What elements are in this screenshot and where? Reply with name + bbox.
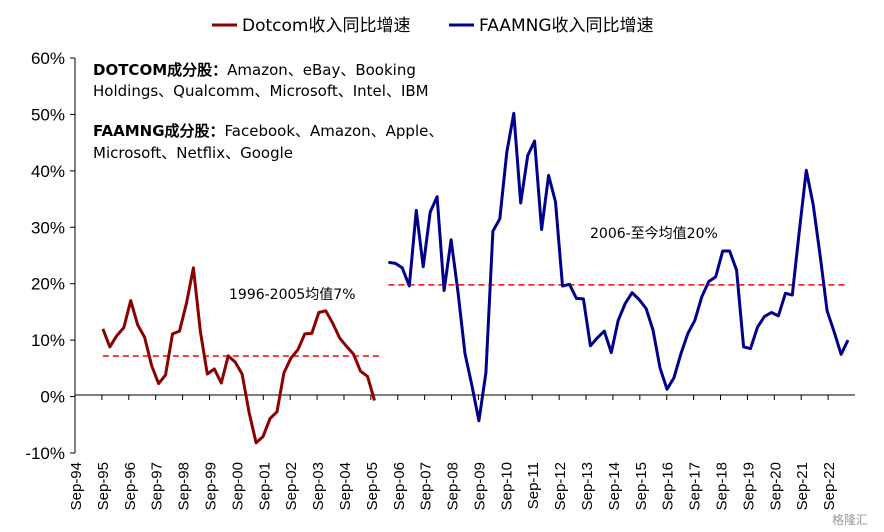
x-tick-label: Sep-20 [767,462,784,510]
x-tick-label: Sep-18 [714,462,731,510]
note-dotcom-line2: Holdings、Qualcomm、Microsoft、Intel、IBM [93,82,429,100]
x-tick-label: Sep-19 [740,462,757,510]
y-tick-label: 0% [40,388,65,407]
x-tick-label: Sep-04 [337,462,354,510]
svg-text:FAAMNG成分股：Facebook、Amazon、Appl: FAAMNG成分股：Facebook、Amazon、Apple、 [93,122,443,140]
x-tick-label: Sep-15 [633,462,650,510]
x-tick-label: Sep-03 [310,462,327,510]
x-tick-label: Sep-08 [445,462,462,510]
y-tick-label: 60% [31,49,65,68]
x-tick-label: Sep-07 [418,462,435,510]
annotation-dotcom-mean: 1996-2005均值7% [229,287,356,303]
x-tick-label: Sep-99 [202,462,219,510]
x-tick-label: Sep-16 [660,462,677,510]
x-tick-label: Sep-98 [176,462,193,510]
note-dotcom: DOTCOM成分股：Amazon、eBay、Booking Holdings、Q… [93,61,429,100]
x-tick-label: Sep-17 [687,462,704,510]
note-faamng: FAAMNG成分股：Facebook、Amazon、Apple、 Microso… [93,122,443,162]
annotation-faamng-mean: 2006-至今均值20% [590,226,718,242]
y-tick-label: -10% [25,444,65,463]
x-tick-label: Sep-14 [606,462,623,510]
reference-lines [102,284,849,357]
y-tick-label: 50% [31,105,65,124]
x-tick-label: Sep-94 [68,462,85,510]
x-tick-label: Sep-12 [552,462,569,510]
y-tick-label: 20% [31,275,65,294]
x-tick-label: Sep-06 [391,462,408,510]
x-tick-label: Sep-11 [525,462,542,509]
x-tick-label: Sep-02 [283,462,300,510]
watermark-text: 格隆汇 [832,512,868,527]
legend-label-faamng: FAAMNG收入同比增速 [479,16,654,36]
x-tick-label: Sep-13 [579,462,596,510]
note-faamng-title: FAAMNG成分股： [93,122,225,140]
x-tick-label: Sep-00 [229,462,246,510]
legend-label-dotcom: Dotcom收入同比增速 [242,16,410,36]
x-tick-label: Sep-22 [821,462,838,510]
series-line-faamng [388,111,850,423]
y-tick-label: 30% [31,218,65,237]
series-line-dotcom [101,266,376,445]
svg-text:DOTCOM成分股：Amazon、eBay、Booking: DOTCOM成分股：Amazon、eBay、Booking [93,61,416,79]
note-faamng-line2: Microsoft、Netflix、Google [93,144,293,162]
note-faamng-line1: Facebook、Amazon、Apple、 [225,122,444,140]
x-ticks: Sep-94 Sep-95 Sep-96 Sep-97 Sep-98 Sep-99 Sep-… [68,395,838,510]
x-tick-label: Sep-21 [794,462,811,510]
y-ticks: 60% 50% 40% 30% 20% 10% 0% -10% [25,49,75,463]
x-tick-label: Sep-96 [122,462,139,510]
x-tick-label: Sep-97 [149,462,166,510]
y-tick-label: 10% [31,331,65,350]
x-tick-label: Sep-09 [471,462,488,510]
legend: Dotcom收入同比增速 FAAMNG收入同比增速 [212,16,654,36]
y-tick-label: 40% [31,162,65,181]
x-tick-label: Sep-95 [95,462,112,510]
x-tick-label: Sep-10 [498,462,515,510]
x-tick-label: Sep-05 [364,462,381,510]
note-dotcom-line1: Amazon、eBay、Booking [227,61,416,79]
x-tick-label: Sep-01 [256,462,273,510]
note-dotcom-title: DOTCOM成分股： [93,61,227,79]
